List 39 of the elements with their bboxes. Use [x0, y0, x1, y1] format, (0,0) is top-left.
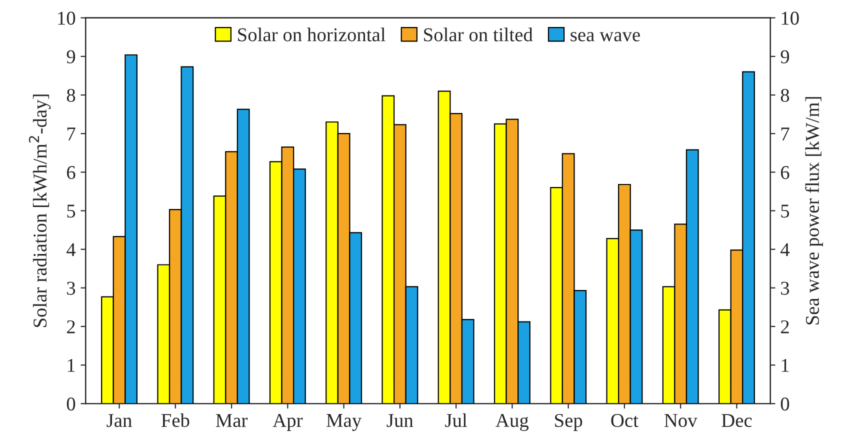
legend-label: Solar on horizontal	[238, 28, 386, 42]
legend-label: Solar on tilted	[424, 28, 533, 42]
x-tick-label: Oct	[611, 414, 638, 428]
x-tick-label: Feb	[161, 413, 190, 428]
y-tick-label: 9	[66, 50, 76, 64]
y2-tick-label: 10	[782, 12, 799, 25]
y2-tick-label: 5	[781, 204, 790, 218]
x-tick-label: Nov	[664, 414, 698, 428]
y2-tick-label: 6	[780, 166, 790, 180]
x-tick-label: Mar	[216, 414, 248, 428]
legend-label: sea wave	[570, 32, 640, 42]
y-tick-label: 3	[67, 282, 76, 295]
x-tick-label: Jun	[386, 414, 414, 428]
y-tick-label: 8	[66, 88, 76, 102]
y2-tick-label: 4	[780, 243, 790, 256]
y2-axis-title: Sea wave power flux [kW/m]	[805, 97, 823, 324]
y-tick-label: 10	[58, 12, 76, 25]
y2-tick-label: 0	[780, 397, 790, 411]
y2-tick-label: 2	[780, 320, 789, 334]
y-tick-label: 5	[67, 204, 76, 218]
x-tick-label: Aug	[496, 414, 529, 431]
y-tick-label: 2	[67, 320, 75, 334]
y2-tick-label: 9	[780, 50, 790, 64]
x-tick-label: Sep	[555, 414, 582, 431]
x-tick-label: Jul	[445, 413, 468, 428]
y-tick-label: 7	[67, 128, 76, 140]
y-axis-title: Solar radiation [kWh/m$^{2}$-day]	[28, 94, 51, 327]
y-tick-label: 0	[66, 397, 76, 411]
y-tick-label: 1	[68, 358, 75, 372]
y2-tick-label: 7	[781, 128, 790, 140]
x-tick-label: Apr	[272, 414, 303, 431]
x-tick-label: Dec	[722, 414, 752, 428]
y-tick-label: 6	[66, 166, 76, 180]
y-tick-label: 4	[66, 243, 76, 256]
y2-tick-label: 8	[780, 88, 790, 102]
x-tick-label: May	[326, 414, 362, 431]
y2-tick-label: 3	[781, 282, 790, 295]
x-tick-label: Jan	[106, 414, 132, 428]
y2-tick-label: 1	[782, 358, 789, 372]
